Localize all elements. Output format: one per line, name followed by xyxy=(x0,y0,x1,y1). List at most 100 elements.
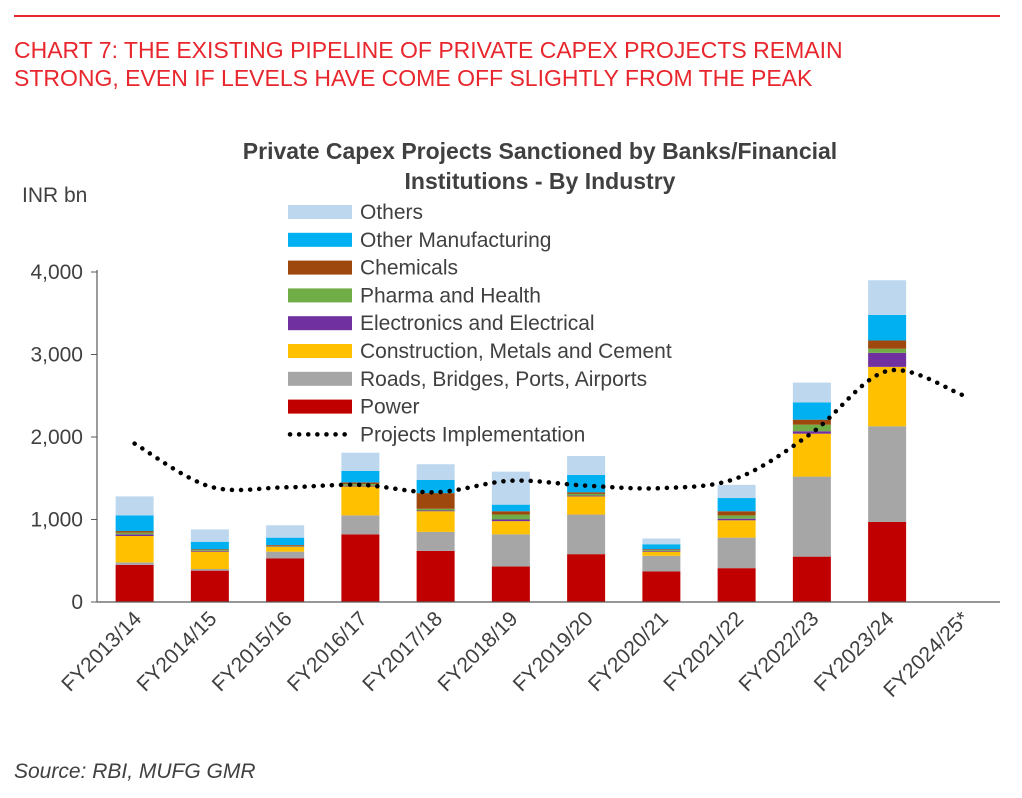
bar-segment xyxy=(341,470,380,483)
bar-segment xyxy=(868,280,907,315)
y-tick-label: 4,000 xyxy=(30,261,83,284)
bar-segment xyxy=(115,562,154,565)
bar-segment xyxy=(266,545,305,547)
bar-segment xyxy=(717,568,756,602)
bar-segment xyxy=(642,571,681,602)
bar-segment xyxy=(567,554,606,602)
x-tick-label: FY2019/20 xyxy=(509,607,598,696)
bar-segment xyxy=(868,348,907,353)
bar-segment xyxy=(717,484,756,499)
bar-segment xyxy=(717,498,756,512)
bar-segment xyxy=(868,426,907,522)
bar-segment xyxy=(567,493,606,496)
bar-segment xyxy=(567,514,606,555)
bar-segment xyxy=(115,496,154,516)
bar-segment xyxy=(792,402,831,420)
bar-segment xyxy=(717,537,756,569)
bar-segment xyxy=(115,515,154,532)
bar-segment xyxy=(416,510,455,512)
bar-segment xyxy=(266,525,305,538)
bar-segment xyxy=(642,555,681,572)
x-axis-labels: FY2013/14FY2014/15FY2015/16FY2016/17FY20… xyxy=(57,607,974,702)
bar-segment xyxy=(567,492,606,494)
x-tick-label: FY2017/18 xyxy=(358,607,447,696)
headline-line-2: STRONG, EVEN IF LEVELS HAVE COME OFF SLI… xyxy=(14,65,813,91)
bar-segment xyxy=(567,455,606,475)
bar-segment xyxy=(416,464,455,480)
implementation-line-group xyxy=(132,367,965,495)
bar-segment xyxy=(717,520,756,538)
bar-segment xyxy=(491,534,530,567)
bar-segment xyxy=(190,570,229,602)
bar-segment xyxy=(792,433,831,477)
bar-segment xyxy=(868,352,907,367)
legend-label: Pharma and Health xyxy=(360,284,541,307)
bar-segment xyxy=(115,536,154,563)
bar-segment xyxy=(416,479,455,494)
legend-swatch xyxy=(288,399,352,414)
bar-segment xyxy=(868,340,907,349)
x-tick-label: FY2015/16 xyxy=(208,607,297,696)
bar-segment xyxy=(642,550,681,551)
source-note: Source: RBI, MUFG GMR xyxy=(14,760,256,783)
bar-segment xyxy=(642,551,681,556)
bar-segment xyxy=(416,531,455,551)
bar-segment xyxy=(868,521,907,602)
bar-segment xyxy=(341,515,380,535)
bar-segment xyxy=(416,508,455,511)
bar-segment xyxy=(491,566,530,602)
bar-segment xyxy=(491,511,530,515)
legend: Others Other Manufacturing Chemicals Pharma… xyxy=(287,201,672,446)
legend-label: Electronics and Electrical xyxy=(360,312,595,335)
x-tick-label: FY2022/23 xyxy=(734,607,823,696)
legend-swatch xyxy=(288,205,352,219)
bar-segment xyxy=(642,538,681,545)
y-tick-label: 1,000 xyxy=(30,509,83,532)
bar-segment xyxy=(115,534,154,536)
bar-segment xyxy=(190,541,229,550)
bar-segment xyxy=(341,452,380,471)
legend-swatch xyxy=(288,288,352,303)
bar-segment xyxy=(642,549,681,551)
bar-segment xyxy=(266,546,305,547)
x-tick-label: FY2021/22 xyxy=(659,607,748,696)
bar-segment xyxy=(792,556,831,602)
bar-segment xyxy=(341,486,380,516)
top-rule xyxy=(14,15,1000,17)
legend-swatch xyxy=(288,316,352,331)
bar-segment xyxy=(642,544,681,550)
bar-segment xyxy=(792,476,831,557)
legend-swatch xyxy=(288,344,352,358)
axes-group xyxy=(96,270,1000,603)
bar-segment xyxy=(792,424,831,432)
x-tick-label: FY2018/19 xyxy=(433,607,522,696)
x-tick-label: FY2016/17 xyxy=(283,607,372,696)
bar-segment xyxy=(717,518,756,521)
x-tick-label: FY2020/21 xyxy=(584,607,673,696)
bar-segment xyxy=(190,550,229,552)
x-tick-label: FY2013/14 xyxy=(57,607,146,696)
bar-segment xyxy=(416,550,455,602)
bar-segment xyxy=(868,314,907,341)
bar-segment xyxy=(266,537,305,546)
bar-segment xyxy=(491,519,530,522)
bar-segment xyxy=(266,545,305,546)
y-tick-label: 0 xyxy=(71,591,83,614)
bar-segment xyxy=(266,558,305,602)
bar-segment xyxy=(567,495,606,497)
bar-segment xyxy=(491,521,530,535)
bar-segment xyxy=(341,534,380,602)
chart-title-line-2: Institutions - By Industry xyxy=(405,168,676,194)
bar-segment xyxy=(266,546,305,552)
bar-segment xyxy=(717,511,756,516)
chart-headline: CHART 7: THE EXISTING PIPELINE OF PRIVAT… xyxy=(14,36,1004,92)
bar-segment xyxy=(868,366,907,427)
bar-segment xyxy=(190,551,229,569)
bar-segment xyxy=(792,431,831,434)
y-axis-ticks: 0 1,000 2,000 3,000 4,000 xyxy=(30,261,97,614)
legend-label: Roads, Bridges, Ports, Airports xyxy=(360,368,647,391)
legend-label: Others xyxy=(360,201,423,224)
bar-segment xyxy=(190,569,229,571)
bar-segment xyxy=(416,511,455,532)
